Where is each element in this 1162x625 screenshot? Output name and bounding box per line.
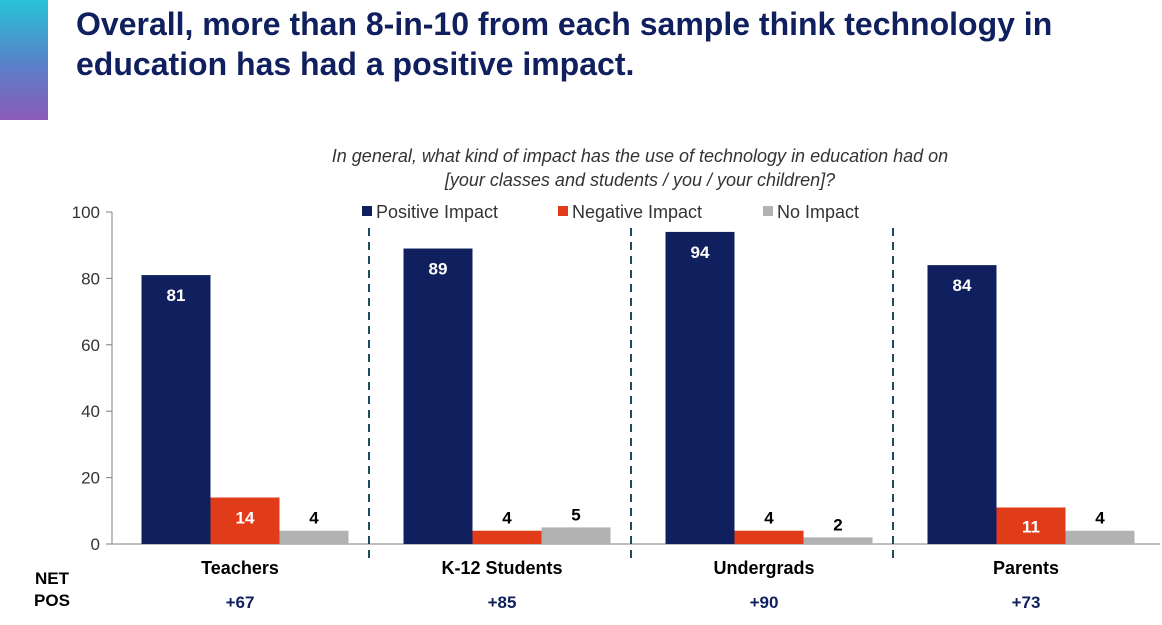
net-pos-label-line-1: NET [35,569,69,588]
legend-label: No Impact [777,202,859,222]
bar [927,265,997,544]
data-label: 81 [167,286,186,305]
y-tick-label: 20 [81,469,100,488]
data-label: 11 [1022,517,1040,536]
net-pos-label-line-2: POS [34,591,70,610]
bar [734,530,804,544]
survey-question: In general, what kind of impact has the … [160,144,1120,192]
net-pos-value: +85 [488,593,517,612]
y-tick-label: 40 [81,402,100,421]
category-label: K-12 Students [441,558,562,578]
data-label: 84 [953,276,972,295]
data-label: 94 [691,243,710,262]
page-title: Overall, more than 8-in-10 from each sam… [76,6,1053,82]
data-label: 4 [309,509,319,528]
net-pos-value: +90 [750,593,779,612]
data-label: 4 [502,509,512,528]
bar [803,537,873,544]
bar [541,527,611,544]
bar [141,275,211,544]
net-pos-value: +73 [1012,593,1041,612]
legend-swatch [763,206,773,216]
category-label: Teachers [201,558,279,578]
data-label: 5 [571,505,580,524]
bar [472,530,542,544]
bar [210,497,280,544]
y-tick-label: 100 [72,203,100,222]
bar [1065,530,1135,544]
data-label: 4 [1095,509,1105,528]
data-label: 4 [764,509,774,528]
y-tick-label: 60 [81,336,100,355]
survey-question-line-1: In general, what kind of impact has the … [331,146,949,166]
net-pos-value: +67 [226,593,255,612]
data-label: 14 [236,509,255,528]
category-label: Parents [993,558,1059,578]
data-label: 2 [833,515,842,534]
y-tick-label: 0 [91,535,100,554]
net-pos-label: NET POS [12,568,92,612]
survey-question-line-2: [your classes and students / you / your … [444,170,836,190]
legend-swatch [362,206,372,216]
y-tick-label: 80 [81,269,100,288]
legend-label: Negative Impact [572,202,702,222]
legend-label: Positive Impact [376,202,498,222]
bar [279,530,349,544]
legend-swatch [558,206,568,216]
category-label: Undergrads [713,558,814,578]
bar [996,507,1066,544]
bar [665,231,735,545]
title-accent-bar [0,0,48,120]
data-label: 89 [429,260,448,279]
bar [403,248,473,544]
